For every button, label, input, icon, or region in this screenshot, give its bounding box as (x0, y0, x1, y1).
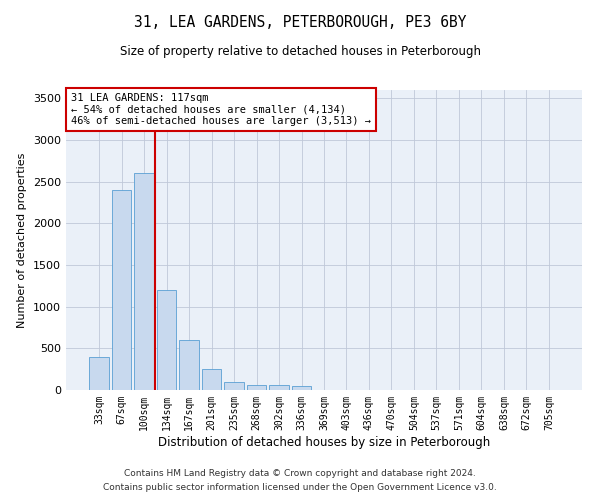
Bar (89, 356, 109, 390)
Y-axis label: Number of detached properties: Number of detached properties (17, 152, 28, 328)
Bar (112, 190, 131, 390)
Text: Contains HM Land Registry data © Crown copyright and database right 2024.: Contains HM Land Registry data © Crown c… (124, 468, 476, 477)
Text: Size of property relative to detached houses in Peterborough: Size of property relative to detached ho… (119, 45, 481, 58)
Bar (224, 382, 244, 390)
Bar (269, 386, 289, 390)
Text: 31, LEA GARDENS, PETERBOROUGH, PE3 6BY: 31, LEA GARDENS, PETERBOROUGH, PE3 6BY (134, 15, 466, 30)
Bar (247, 385, 266, 390)
Bar (134, 174, 154, 390)
X-axis label: Distribution of detached houses by size in Peterborough: Distribution of detached houses by size … (158, 436, 490, 448)
Bar (202, 369, 221, 390)
Bar (179, 340, 199, 390)
Bar (292, 386, 311, 390)
Bar (157, 290, 176, 390)
Text: 31 LEA GARDENS: 117sqm
← 54% of detached houses are smaller (4,134)
46% of semi-: 31 LEA GARDENS: 117sqm ← 54% of detached… (71, 93, 371, 126)
Text: Contains public sector information licensed under the Open Government Licence v3: Contains public sector information licen… (103, 484, 497, 492)
